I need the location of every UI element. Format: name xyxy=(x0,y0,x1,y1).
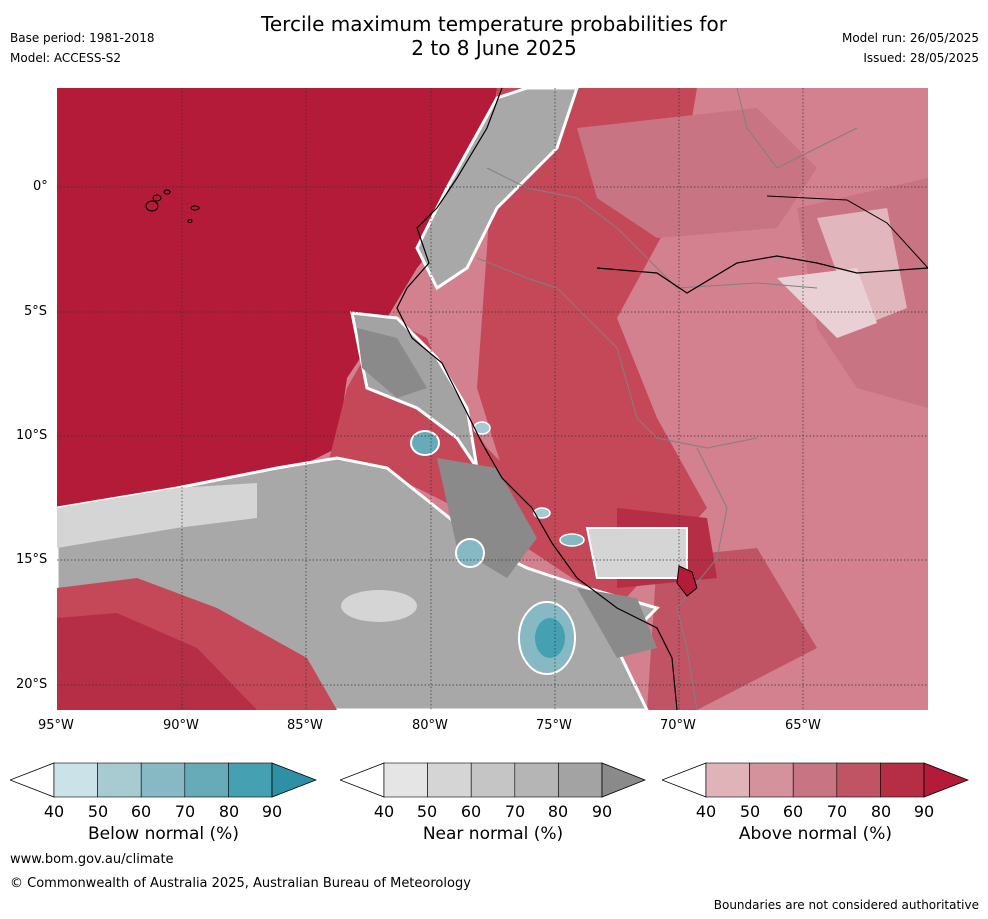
probability-map xyxy=(57,88,928,710)
cb-tick: 40 xyxy=(43,802,65,821)
lake-titicaca xyxy=(676,565,698,597)
below-normal-patch-5 xyxy=(533,507,551,519)
cb-tick: 70 xyxy=(504,802,526,821)
near-normal-light-patch xyxy=(585,527,688,579)
colorbar-above-normal: 40 50 60 70 80 90 Above normal (%) xyxy=(660,762,970,852)
cb-tick: 60 xyxy=(130,802,152,821)
land-low-patch xyxy=(817,208,907,328)
below-normal-patch-1 xyxy=(410,430,440,456)
galapagos-islands xyxy=(145,189,200,223)
lon-label-75w: 75°W xyxy=(536,718,572,733)
colorbar-segment xyxy=(705,762,750,798)
near-normal-light-edge xyxy=(57,483,257,548)
colorbar-left-extension xyxy=(338,762,385,798)
cb-tick: 70 xyxy=(826,802,848,821)
cb-tick: 60 xyxy=(782,802,804,821)
lon-label-95w: 95°W xyxy=(38,718,74,733)
colorbar-segment xyxy=(792,762,838,798)
cb-tick: 90 xyxy=(591,802,613,821)
colorbar-right-extension xyxy=(923,762,970,798)
issued-text: Issued: 28/05/2025 xyxy=(863,51,979,65)
colorbar-below-normal: 40 50 60 70 80 90 Below normal (%) xyxy=(8,762,318,852)
country-borders xyxy=(476,88,858,710)
colorbar-near-svg xyxy=(338,762,647,798)
lat-label-0: 0° xyxy=(33,179,48,194)
cb-tick: 60 xyxy=(460,802,482,821)
colorbar-segment xyxy=(53,762,98,798)
lat-label-10s: 10°S xyxy=(16,428,48,443)
colorbar-right-extension xyxy=(601,762,647,798)
ocean-high-region xyxy=(57,88,497,508)
chart-title: Tercile maximum temperature probabilitie… xyxy=(0,12,988,60)
map-svg xyxy=(57,88,928,710)
colorbar-below-label: Below normal (%) xyxy=(88,824,239,844)
model-text: Model: ACCESS-S2 xyxy=(10,51,122,65)
cb-tick: 50 xyxy=(739,802,761,821)
cb-tick: 70 xyxy=(174,802,196,821)
below-normal-core xyxy=(535,618,565,658)
colorbar-near-normal: 40 50 60 70 80 90 Near normal (%) xyxy=(338,762,647,852)
near-dark-patch xyxy=(357,328,427,398)
colorbar-segment xyxy=(97,762,142,798)
cb-tick: 80 xyxy=(547,802,569,821)
colorbar-above-label: Above normal (%) xyxy=(738,824,893,844)
colorbar-segment xyxy=(184,762,229,798)
lon-label-80w: 80°W xyxy=(412,718,448,733)
land-low-patch-2 xyxy=(777,268,877,338)
colorbar-above-ticks: 40 50 60 70 80 90 xyxy=(662,802,969,824)
gridlines xyxy=(57,88,928,710)
base-period-text: Base period: 1981-2018 xyxy=(10,31,155,45)
near-dark-patch-3 xyxy=(577,588,657,658)
lat-label-20s: 20°S xyxy=(16,677,48,692)
title-line-2: 2 to 8 June 2025 xyxy=(411,36,577,60)
colorbar-right-extension xyxy=(271,762,318,798)
colorbar-above-svg xyxy=(660,762,970,798)
colorbar-segment xyxy=(427,762,472,798)
river xyxy=(596,255,928,294)
copyright-text: © Commonwealth of Australia 2025, Austra… xyxy=(10,876,471,891)
cb-tick: 50 xyxy=(416,802,438,821)
lat-label-15s: 15°S xyxy=(16,552,48,567)
cb-tick: 90 xyxy=(261,802,283,821)
cb-tick: 80 xyxy=(218,802,240,821)
colorbar-below-ticks: 40 50 60 70 80 90 xyxy=(10,802,317,824)
lon-label-70w: 70°W xyxy=(660,718,696,733)
cb-tick: 50 xyxy=(87,802,109,821)
lon-label-90w: 90°W xyxy=(163,718,199,733)
near-normal-coastal-north xyxy=(415,88,579,291)
lat-label-5s: 5°S xyxy=(24,304,48,319)
colorbar-left-extension xyxy=(8,762,55,798)
below-normal-patch-4 xyxy=(559,533,585,547)
colorbar-left-extension xyxy=(660,762,707,798)
colorbar-segment xyxy=(558,762,603,798)
colorbar-segment xyxy=(228,762,273,798)
colorbar-segment xyxy=(836,762,881,798)
lon-label-85w: 85°W xyxy=(287,718,323,733)
colorbar-near-label: Near normal (%) xyxy=(422,824,564,844)
coastline xyxy=(396,88,678,710)
lon-label-65w: 65°W xyxy=(785,718,821,733)
ocean-south-high xyxy=(57,613,257,710)
colorbar-segment xyxy=(383,762,428,798)
colorbar-segment xyxy=(140,762,186,798)
colorbar-segment xyxy=(749,762,794,798)
colorbar-segment xyxy=(880,762,925,798)
cb-tick: 80 xyxy=(870,802,892,821)
colorbar-near-ticks: 40 50 60 70 80 90 xyxy=(340,802,646,824)
river-north xyxy=(766,195,928,269)
colorbar-below-svg xyxy=(8,762,318,798)
model-run-text: Model run: 26/05/2025 xyxy=(841,31,979,45)
below-normal-patch-2 xyxy=(455,538,485,568)
disclaimer-text: Boundaries are not considered authoritat… xyxy=(713,898,979,912)
colorbar-segment xyxy=(470,762,516,798)
cb-tick: 40 xyxy=(695,802,717,821)
near-normal-ocean-blob xyxy=(341,590,417,622)
colorbar-segment xyxy=(514,762,559,798)
cb-tick: 90 xyxy=(913,802,935,821)
website-text: www.bom.gov.au/climate xyxy=(10,852,174,867)
cb-tick: 40 xyxy=(373,802,395,821)
metadata-left: Base period: 1981-2018 Model: ACCESS-S2 xyxy=(10,30,155,66)
metadata-right: Model run: 26/05/2025 Issued: 28/05/2025 xyxy=(842,30,979,66)
title-line-1: Tercile maximum temperature probabilitie… xyxy=(261,12,727,36)
